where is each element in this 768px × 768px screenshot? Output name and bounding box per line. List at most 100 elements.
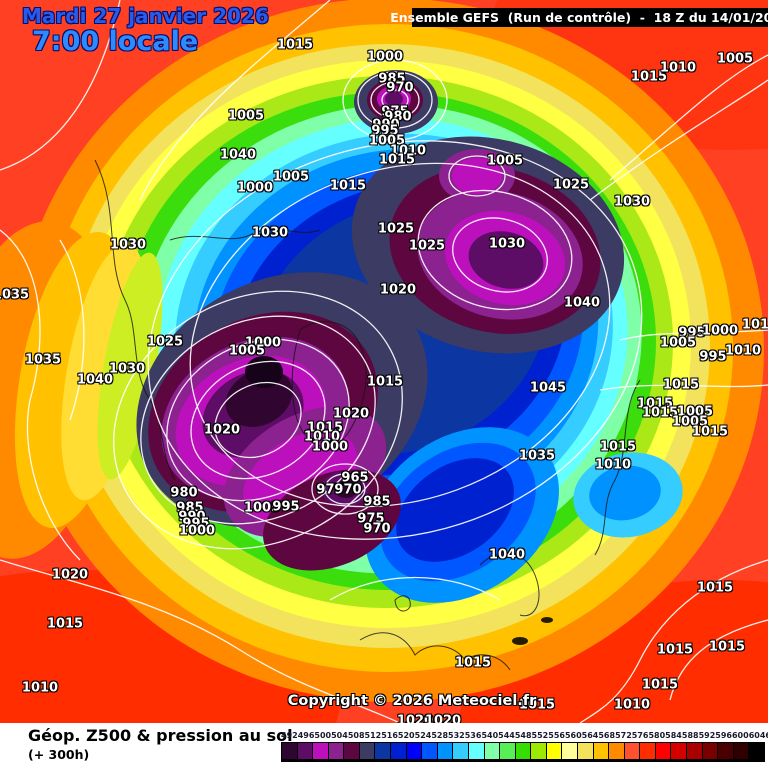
pressure-label: 975 — [357, 511, 385, 527]
pressure-label: 1035 — [0, 287, 30, 303]
pressure-label: 975 — [381, 104, 409, 120]
pressure-label: 1040 — [563, 295, 601, 311]
pressure-label: 1010 — [613, 697, 651, 713]
colorbar-tick-label: 556 — [548, 731, 565, 740]
pressure-label: 1005 — [228, 343, 266, 359]
colorbar-strip — [281, 742, 765, 762]
pressure-label: 980 — [384, 109, 412, 125]
colorbar-swatch — [297, 743, 313, 759]
colorbar-labels: 492 496 500 504 508 512 516 520 524 528 532 536 540 5… — [281, 731, 768, 741]
colorbar-swatch — [484, 743, 500, 759]
pressure-label: 970 — [334, 482, 362, 498]
pressure-label: 1000 — [311, 439, 349, 455]
pressure-label: 1025 — [408, 238, 446, 254]
chart-title: Géop. Z500 & pression au sol — [28, 726, 293, 745]
pressure-label: 1000 — [178, 523, 216, 539]
pressure-label: 1000 — [701, 323, 739, 339]
colorbar-tick-label: 504 — [331, 731, 348, 740]
pressure-label: 1010 — [21, 680, 59, 696]
pressure-label: 1020 — [424, 713, 462, 724]
pressure-label: 970 — [386, 80, 414, 96]
colorbar-swatch — [375, 743, 391, 759]
pressure-label: 1020 — [396, 713, 434, 724]
geopotential-field — [0, 0, 768, 723]
colorbar-tick-label: 532 — [448, 731, 465, 740]
colorbar-tick-label: 584 — [665, 731, 682, 740]
colorbar-tick-label: 492 — [281, 731, 298, 740]
pressure-label: 985 — [176, 500, 204, 516]
colorbar-swatch — [655, 743, 671, 759]
model-run-text: Ensemble GEFS (Run de contrôle) - 18 Z d… — [390, 10, 768, 25]
colorbar-swatch — [718, 743, 733, 759]
colorbar-swatch — [313, 743, 328, 759]
pressure-label: 1015 — [656, 642, 694, 658]
colorbar-swatch — [282, 743, 297, 759]
colorbar-swatch — [344, 743, 359, 759]
copyright-text: Copyright © 2026 Meteociel.fr — [287, 693, 537, 709]
pressure-label: 1025 — [552, 177, 590, 193]
colorbar-tick-label: 608 — [765, 731, 768, 741]
pressure-label: 1030 — [108, 361, 146, 377]
pressure-label: 1015 — [518, 697, 556, 713]
colorbar-tick-label: 576 — [631, 731, 649, 740]
pressure-label: 985 — [363, 494, 391, 510]
pressure-label: 1015 — [641, 405, 679, 421]
pressure-label: 1030 — [613, 194, 651, 210]
pressure-label: 1025 — [377, 221, 415, 237]
pressure-label: 1030 — [488, 236, 526, 252]
colorbar-swatch — [406, 743, 422, 759]
colorbar-tick-label: 552 — [531, 731, 549, 740]
pressure-label: 1015 — [378, 152, 416, 168]
colorbar-tick-label: 560 — [564, 731, 582, 740]
pressure-label: 1010 — [594, 457, 632, 473]
colorbar-swatch — [640, 743, 655, 759]
pressure-label: 1045 — [529, 380, 567, 396]
colorbar-swatch — [453, 743, 468, 759]
date-label: Mardi 27 janvier 2026 — [22, 4, 269, 28]
pressure-label: 1000 — [244, 335, 282, 351]
pressure-label: 1015 — [708, 639, 746, 655]
pressure-label: 1005 — [486, 153, 524, 169]
map-canvas: 1015 1000 985 970 975 980 990 995 1005 1010 1015 10… — [0, 0, 768, 723]
colorbar-tick-label: 580 — [648, 731, 666, 740]
colorbar-swatch — [531, 743, 546, 759]
colorbar-swatch — [577, 743, 593, 759]
pressure-label: 1020 — [51, 567, 89, 583]
pressure-label: 1015 — [366, 374, 404, 390]
colorbar-swatch — [593, 743, 609, 759]
colorbar-tick-label: 508 — [347, 731, 365, 740]
pressure-label: 1015 — [630, 69, 668, 85]
colorbar-tick-label: 528 — [431, 731, 449, 740]
pressure-label: 1035 — [518, 448, 556, 464]
pressure-label: 1015 — [696, 580, 734, 596]
pressure-label: 1015 — [46, 616, 84, 632]
pressure-label: 1005 — [716, 51, 754, 67]
colorbar-swatch — [671, 743, 687, 759]
colorbar-swatch — [562, 743, 577, 759]
pressure-label: 1015 — [454, 655, 492, 671]
pressure-label: 990 — [372, 117, 400, 133]
isobar-contours — [0, 0, 768, 723]
pressure-label: 1005 — [368, 133, 406, 149]
colorbar-tick-label: 568 — [598, 731, 616, 740]
colorbar-tick-label: 600 — [731, 731, 749, 740]
colorbar-tick-label: 516 — [381, 731, 398, 740]
colorbar-tick-label: 524 — [414, 731, 432, 740]
colorbar-swatch — [687, 743, 702, 759]
pressure-label: 1010 — [659, 60, 697, 76]
colorbar-tick-label: 520 — [397, 731, 415, 740]
model-run-banner: Ensemble GEFS (Run de contrôle) - 18 Z d… — [390, 8, 768, 27]
colorbar-tick-label: 536 — [464, 731, 482, 740]
colorbar-swatch — [702, 743, 718, 759]
pressure-label: 985 — [378, 71, 406, 87]
colorbar-swatch — [359, 743, 375, 759]
pressure-label: 1015 — [691, 424, 729, 440]
colorbar-swatch — [328, 743, 344, 759]
pressure-label: 1005 — [676, 404, 714, 420]
colorbar-swatch — [624, 743, 640, 759]
colorbar-tick-label: 500 — [314, 731, 332, 740]
pressure-label: 1000 — [236, 180, 274, 196]
pressure-label: 995 — [699, 349, 727, 365]
pressure-label: 1035 — [24, 352, 62, 368]
colorbar-swatch — [609, 743, 624, 759]
